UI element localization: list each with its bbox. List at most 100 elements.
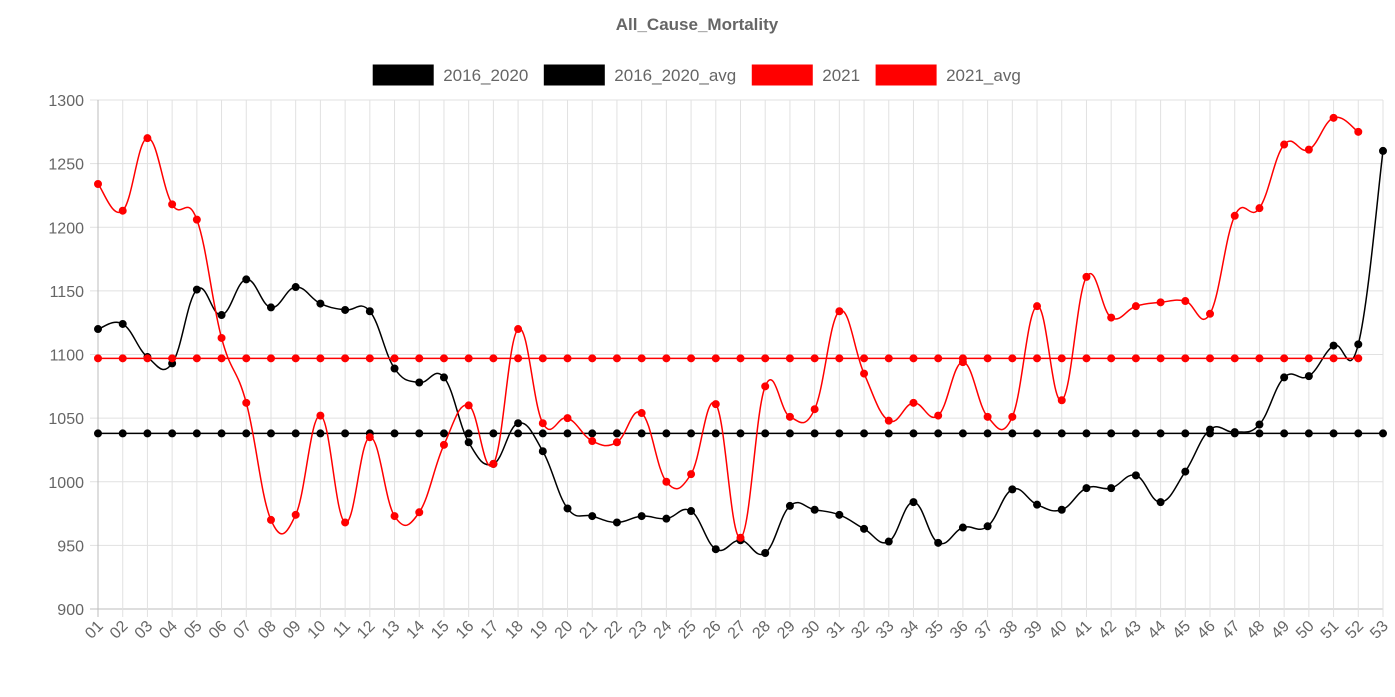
data-point[interactable] bbox=[637, 512, 646, 521]
data-point[interactable] bbox=[242, 398, 251, 407]
data-point[interactable] bbox=[761, 354, 770, 363]
data-point[interactable] bbox=[365, 354, 374, 363]
data-point[interactable] bbox=[1156, 429, 1165, 438]
data-point[interactable] bbox=[810, 354, 819, 363]
data-point[interactable] bbox=[1156, 498, 1165, 507]
data-point[interactable] bbox=[785, 412, 794, 421]
data-point[interactable] bbox=[489, 459, 498, 468]
data-point[interactable] bbox=[1181, 467, 1190, 476]
data-point[interactable] bbox=[983, 354, 992, 363]
data-point[interactable] bbox=[563, 504, 572, 513]
data-point[interactable] bbox=[909, 429, 918, 438]
data-point[interactable] bbox=[1082, 484, 1091, 493]
data-point[interactable] bbox=[711, 545, 720, 554]
data-point[interactable] bbox=[909, 498, 918, 507]
data-point[interactable] bbox=[1354, 127, 1363, 136]
data-point[interactable] bbox=[1329, 354, 1338, 363]
data-point[interactable] bbox=[563, 429, 572, 438]
data-point[interactable] bbox=[736, 533, 745, 542]
data-point[interactable] bbox=[143, 429, 152, 438]
data-point[interactable] bbox=[1033, 429, 1042, 438]
data-point[interactable] bbox=[711, 354, 720, 363]
data-point[interactable] bbox=[1329, 341, 1338, 350]
data-point[interactable] bbox=[909, 398, 918, 407]
data-point[interactable] bbox=[1033, 302, 1042, 311]
data-point[interactable] bbox=[637, 354, 646, 363]
data-point[interactable] bbox=[588, 429, 597, 438]
data-point[interactable] bbox=[884, 354, 893, 363]
data-point[interactable] bbox=[266, 429, 275, 438]
data-point[interactable] bbox=[1107, 429, 1116, 438]
data-point[interactable] bbox=[1156, 354, 1165, 363]
data-point[interactable] bbox=[1008, 485, 1017, 494]
data-point[interactable] bbox=[1354, 340, 1363, 349]
data-point[interactable] bbox=[588, 512, 597, 521]
data-point[interactable] bbox=[612, 354, 621, 363]
data-point[interactable] bbox=[1304, 372, 1313, 381]
data-point[interactable] bbox=[390, 354, 399, 363]
data-point[interactable] bbox=[168, 354, 177, 363]
data-point[interactable] bbox=[1181, 429, 1190, 438]
data-point[interactable] bbox=[192, 215, 201, 224]
data-point[interactable] bbox=[118, 319, 127, 328]
data-point[interactable] bbox=[909, 354, 918, 363]
data-point[interactable] bbox=[1280, 429, 1289, 438]
data-point[interactable] bbox=[835, 307, 844, 316]
data-point[interactable] bbox=[1057, 396, 1066, 405]
legend-item-2016_2020_avg[interactable]: 2016_2020_avg bbox=[543, 64, 736, 86]
data-point[interactable] bbox=[1057, 354, 1066, 363]
data-point[interactable] bbox=[464, 401, 473, 410]
data-point[interactable] bbox=[192, 429, 201, 438]
data-point[interactable] bbox=[1033, 500, 1042, 509]
data-point[interactable] bbox=[884, 429, 893, 438]
data-point[interactable] bbox=[341, 518, 350, 527]
data-point[interactable] bbox=[464, 438, 473, 447]
data-point[interactable] bbox=[118, 354, 127, 363]
data-point[interactable] bbox=[168, 429, 177, 438]
data-point[interactable] bbox=[1255, 429, 1264, 438]
data-point[interactable] bbox=[1255, 354, 1264, 363]
data-point[interactable] bbox=[390, 512, 399, 521]
data-point[interactable] bbox=[1082, 429, 1091, 438]
data-point[interactable] bbox=[514, 429, 523, 438]
data-point[interactable] bbox=[94, 429, 102, 438]
data-point[interactable] bbox=[687, 429, 696, 438]
legend-item-2021[interactable]: 2021 bbox=[751, 64, 860, 86]
data-point[interactable] bbox=[1008, 354, 1017, 363]
data-point[interactable] bbox=[439, 440, 448, 449]
data-point[interactable] bbox=[217, 311, 226, 320]
data-point[interactable] bbox=[736, 354, 745, 363]
data-point[interactable] bbox=[884, 537, 893, 546]
data-point[interactable] bbox=[983, 522, 992, 531]
data-point[interactable] bbox=[934, 538, 943, 547]
data-point[interactable] bbox=[1057, 429, 1066, 438]
data-point[interactable] bbox=[1304, 429, 1313, 438]
data-point[interactable] bbox=[563, 414, 572, 423]
data-point[interactable] bbox=[439, 354, 448, 363]
data-point[interactable] bbox=[514, 354, 523, 363]
data-point[interactable] bbox=[316, 429, 325, 438]
data-point[interactable] bbox=[266, 354, 275, 363]
data-point[interactable] bbox=[785, 501, 794, 510]
data-point[interactable] bbox=[1131, 429, 1140, 438]
data-point[interactable] bbox=[1206, 354, 1215, 363]
data-point[interactable] bbox=[168, 200, 177, 209]
data-point[interactable] bbox=[489, 354, 498, 363]
data-point[interactable] bbox=[94, 179, 102, 188]
data-point[interactable] bbox=[365, 307, 374, 316]
data-point[interactable] bbox=[1280, 354, 1289, 363]
data-point[interactable] bbox=[1280, 373, 1289, 382]
data-point[interactable] bbox=[958, 429, 967, 438]
data-point[interactable] bbox=[884, 416, 893, 425]
data-point[interactable] bbox=[143, 354, 152, 363]
data-point[interactable] bbox=[835, 354, 844, 363]
data-point[interactable] bbox=[662, 514, 671, 523]
data-point[interactable] bbox=[1082, 354, 1091, 363]
data-point[interactable] bbox=[1255, 204, 1264, 213]
data-point[interactable] bbox=[711, 429, 720, 438]
data-point[interactable] bbox=[1329, 113, 1338, 122]
data-point[interactable] bbox=[1230, 211, 1239, 220]
data-point[interactable] bbox=[1008, 412, 1017, 421]
data-point[interactable] bbox=[464, 354, 473, 363]
data-point[interactable] bbox=[192, 285, 201, 294]
